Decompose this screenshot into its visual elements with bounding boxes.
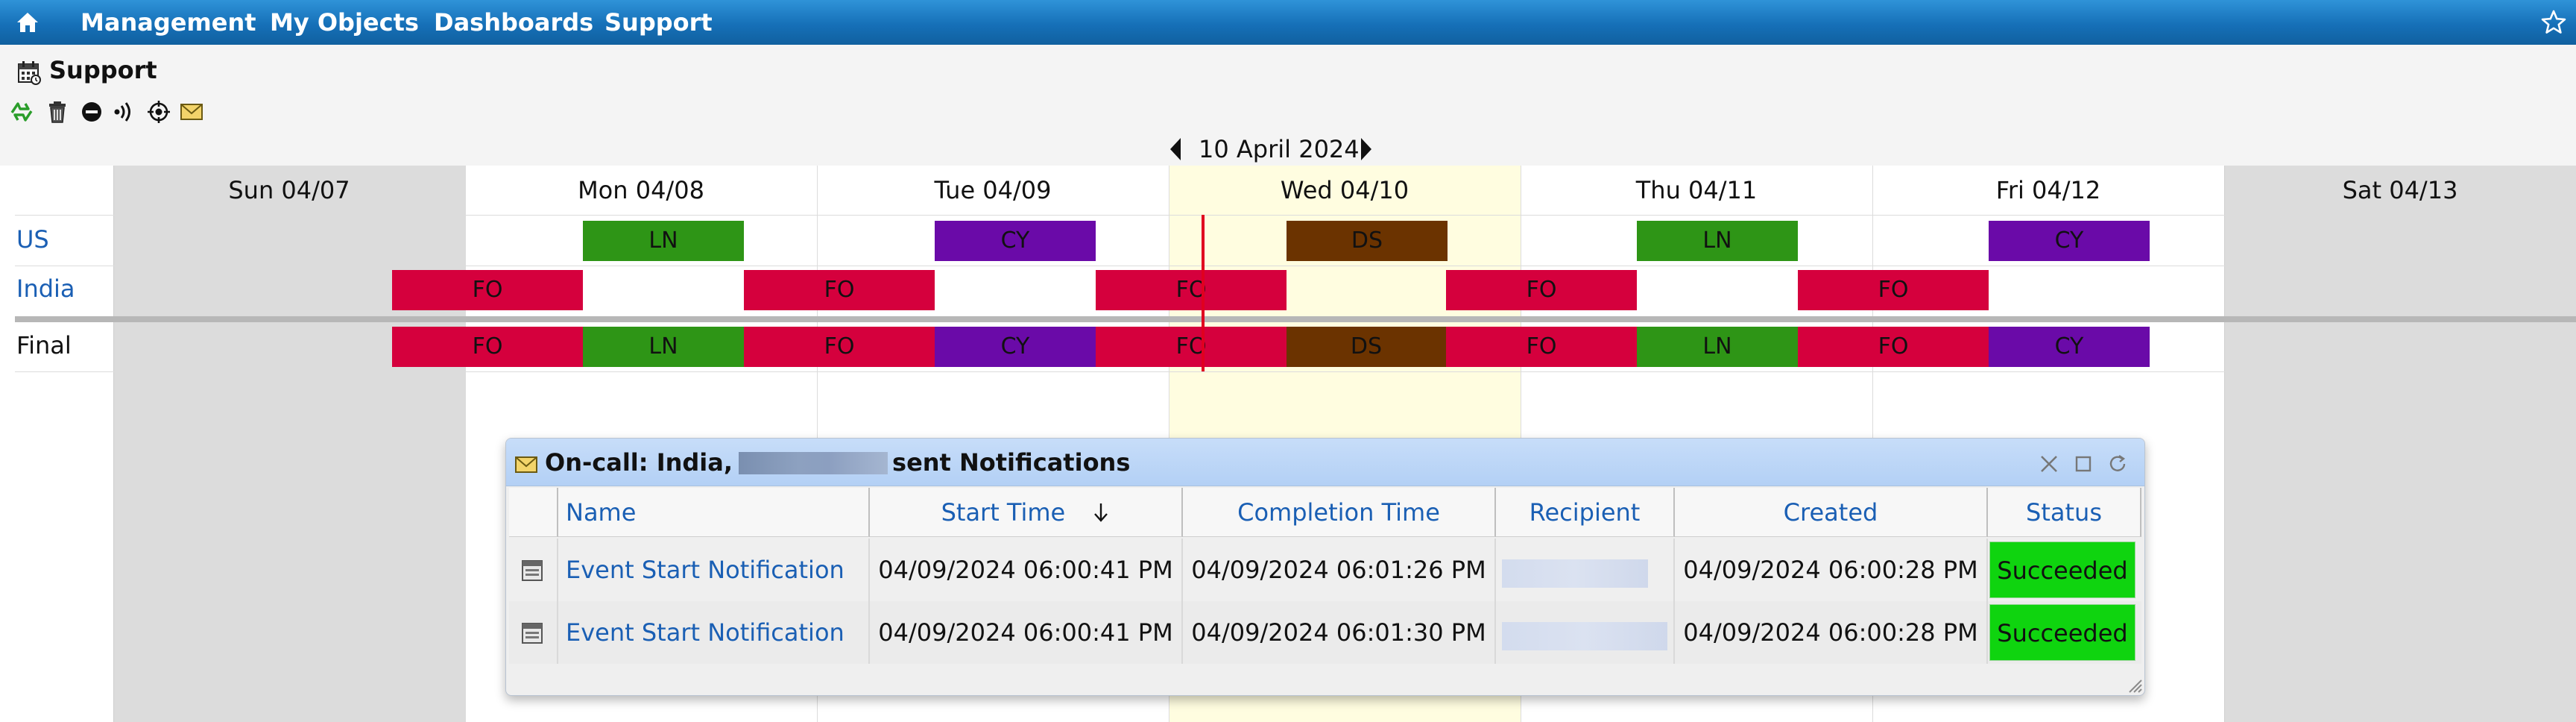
column-header-start-time-label: Start Time: [941, 498, 1066, 527]
table-row[interactable]: Event Start Notification 04/09/2024 06:0…: [509, 539, 2141, 601]
final-shift-ln[interactable]: LN: [583, 327, 744, 367]
target-icon[interactable]: [146, 99, 171, 125]
redacted-name: [739, 452, 888, 474]
day-header: Fri 04/12: [1995, 176, 2101, 204]
final-shift-cy[interactable]: CY: [935, 327, 1096, 367]
current-time-marker: [1202, 215, 1205, 371]
final-shift-ds[interactable]: DS: [1287, 327, 1446, 367]
page-header: [0, 45, 2576, 166]
notification-name-link[interactable]: Event Start Notification: [558, 539, 870, 601]
day-header: Thu 04/11: [1635, 176, 1758, 204]
day-column-sun: [113, 166, 465, 722]
day-column-mon: [465, 166, 817, 722]
column-header-completion-time[interactable]: Completion Time: [1183, 488, 1496, 537]
final-shift-fo[interactable]: FO: [392, 327, 583, 367]
notification-name-link[interactable]: Event Start Notification: [558, 601, 870, 664]
stop-icon[interactable]: [79, 99, 104, 125]
completion-time-cell: 04/09/2024 06:01:26 PM: [1183, 539, 1496, 601]
shift-block-ln[interactable]: LN: [1637, 221, 1798, 261]
current-date-label: 10 April 2024: [1199, 135, 1360, 163]
status-badge: Succeeded: [1989, 542, 2135, 598]
calendar-icon: [18, 61, 41, 85]
row-icon-cell: [509, 601, 558, 664]
sent-notifications-dialog: On-call: India, sent Notifications Name S…: [505, 438, 2145, 696]
row-icon-cell: [509, 539, 558, 601]
final-shift-fo[interactable]: FO: [1798, 327, 1989, 367]
redacted-recipient: [1502, 559, 1648, 588]
dialog-title-prefix: On-call: India,: [545, 448, 733, 477]
shift-block-fo[interactable]: FO: [392, 270, 583, 310]
completion-time-cell: 04/09/2024 06:01:30 PM: [1183, 601, 1496, 664]
nav-management[interactable]: Management: [80, 8, 256, 37]
shift-block-cy[interactable]: CY: [935, 221, 1096, 261]
row-label-us[interactable]: US: [16, 225, 49, 254]
next-week-arrow-icon[interactable]: [1358, 136, 1374, 162]
shift-block-cy[interactable]: CY: [1989, 221, 2150, 261]
start-time-cell: 04/09/2024 06:00:41 PM: [870, 601, 1183, 664]
final-shift-cy[interactable]: CY: [1989, 327, 2150, 367]
prev-week-arrow-icon[interactable]: [1167, 136, 1184, 162]
refresh-icon[interactable]: [9, 99, 34, 125]
shift-block-fo[interactable]: FO: [1798, 270, 1989, 310]
refresh-icon[interactable]: [2106, 452, 2130, 476]
created-cell: 04/09/2024 06:00:28 PM: [1675, 539, 1988, 601]
row-label-final: Final: [16, 331, 72, 360]
favorite-star-icon[interactable]: [2540, 9, 2567, 36]
sort-descending-icon: [1094, 503, 1108, 522]
dialog-titlebar[interactable]: On-call: India, sent Notifications: [506, 439, 2144, 486]
final-row-separator: [15, 316, 2576, 322]
column-header-status[interactable]: Status: [1988, 488, 2141, 537]
dialog-title-suffix: sent Notifications: [892, 448, 1131, 477]
details-icon[interactable]: [521, 559, 543, 582]
redacted-recipient: [1502, 622, 1667, 650]
final-shift-ln[interactable]: LN: [1637, 327, 1798, 367]
day-header: Tue 04/09: [934, 176, 1052, 204]
day-header: Mon 04/08: [578, 176, 704, 204]
recipient-cell: [1496, 601, 1675, 664]
table-row[interactable]: Event Start Notification 04/09/2024 06:0…: [509, 601, 2141, 664]
maximize-icon[interactable]: [2071, 452, 2095, 476]
row-label-india[interactable]: India: [16, 274, 75, 303]
shift-block-ds[interactable]: DS: [1287, 221, 1448, 261]
status-badge: Succeeded: [1989, 604, 2135, 661]
nav-my-objects[interactable]: My Objects: [270, 8, 419, 37]
page-title: Support: [49, 56, 157, 84]
broadcast-icon[interactable]: [112, 99, 137, 125]
column-header-name[interactable]: Name: [558, 488, 870, 537]
created-cell: 04/09/2024 06:00:28 PM: [1675, 601, 1988, 664]
column-header-recipient[interactable]: Recipient: [1496, 488, 1675, 537]
day-header: Sat 04/13: [2342, 176, 2458, 204]
start-time-cell: 04/09/2024 06:00:41 PM: [870, 539, 1183, 601]
column-header-icon: [509, 488, 558, 537]
shift-block-fo[interactable]: FO: [1096, 270, 1287, 310]
status-cell: Succeeded: [1988, 539, 2141, 601]
close-icon[interactable]: [2037, 452, 2061, 476]
recipient-cell: [1496, 539, 1675, 601]
details-icon[interactable]: [521, 622, 543, 644]
final-shift-fo[interactable]: FO: [744, 327, 935, 367]
delete-icon[interactable]: [45, 99, 70, 125]
row-divider: [15, 215, 2576, 216]
resize-grip-icon[interactable]: [2127, 677, 2143, 694]
row-divider: [15, 371, 2576, 372]
top-nav-bar: Management My Objects Dashboards Support: [0, 0, 2576, 45]
home-icon[interactable]: [15, 10, 40, 34]
email-icon[interactable]: [179, 99, 204, 125]
column-header-created[interactable]: Created: [1675, 488, 1988, 537]
column-header-start-time[interactable]: Start Time: [870, 488, 1183, 537]
day-header: Wed 04/10: [1280, 176, 1409, 204]
nav-dashboards[interactable]: Dashboards: [434, 8, 594, 37]
day-column-sat: [2224, 166, 2576, 722]
nav-support[interactable]: Support: [604, 8, 713, 37]
dialog-title: On-call: India, sent Notifications: [545, 448, 1130, 477]
final-shift-fo[interactable]: FO: [1096, 327, 1287, 367]
final-shift-fo[interactable]: FO: [1446, 327, 1637, 367]
shift-block-ln[interactable]: LN: [583, 221, 744, 261]
status-cell: Succeeded: [1988, 601, 2141, 664]
email-icon: [515, 456, 537, 473]
shift-block-fo[interactable]: FO: [1446, 270, 1637, 310]
day-header: Sun 04/07: [228, 176, 350, 204]
shift-block-fo[interactable]: FO: [744, 270, 935, 310]
